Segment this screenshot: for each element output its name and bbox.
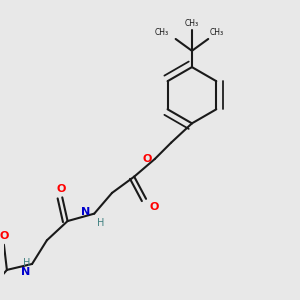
Text: O: O: [0, 231, 9, 241]
Text: H: H: [97, 218, 104, 228]
Text: CH₃: CH₃: [185, 19, 199, 28]
Text: O: O: [149, 202, 158, 212]
Text: CH₃: CH₃: [210, 28, 224, 38]
Text: N: N: [81, 207, 91, 217]
Text: CH₃: CH₃: [154, 28, 168, 38]
Text: O: O: [56, 184, 65, 194]
Text: N: N: [21, 267, 31, 277]
Text: H: H: [23, 257, 31, 268]
Text: O: O: [142, 154, 152, 164]
